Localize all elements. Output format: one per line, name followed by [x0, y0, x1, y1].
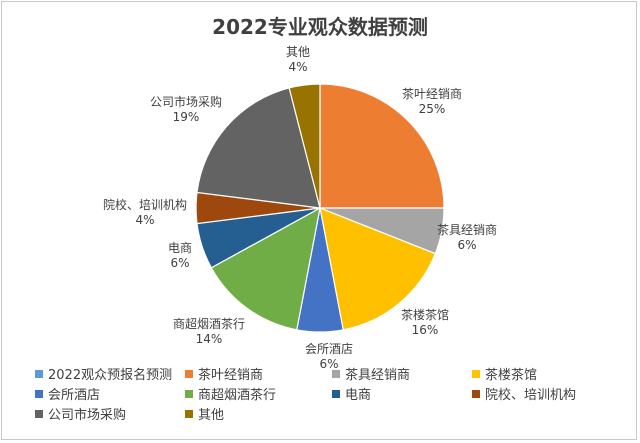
slice-category-label: 茶楼茶馆 — [401, 307, 449, 322]
slice-percent-label: 16% — [412, 323, 439, 337]
legend-swatch — [185, 410, 193, 418]
slice-percent-label: 19% — [173, 110, 200, 124]
slice-percent-label: 6% — [319, 357, 338, 371]
slice-category-label: 茶叶经销商 — [402, 86, 462, 101]
slice-percent-label: 6% — [457, 238, 476, 252]
legend-entry-label: 院校、培训机构 — [485, 387, 576, 403]
slice-percent-label: 25% — [419, 102, 446, 116]
legend-swatch — [35, 410, 43, 418]
legend-entry-label: 其他 — [198, 408, 224, 423]
legend-swatch — [472, 370, 480, 378]
legend-entry-label: 茶具经销商 — [345, 367, 410, 383]
legend-entry-label: 茶叶经销商 — [198, 367, 263, 383]
pie-slice — [196, 87, 321, 209]
pie-slice — [210, 206, 321, 331]
legend-swatch — [332, 370, 340, 378]
slice-category-label: 公司市场采购 — [150, 94, 222, 109]
pie-slice — [319, 207, 437, 331]
legend-swatch — [472, 390, 480, 398]
slice-percent-label: 4% — [288, 60, 307, 74]
legend-entry-label: 2022观众预报名预测 — [48, 367, 172, 383]
slice-category-label: 会所酒店 — [305, 342, 353, 356]
pie-slice — [288, 83, 321, 209]
slice-category-label: 电商 — [168, 240, 192, 255]
legend-swatch — [185, 390, 193, 398]
legend-swatch — [185, 370, 193, 378]
slice-category-label: 院校、培训机构 — [103, 197, 187, 212]
slice-percent-label: 4% — [135, 213, 154, 227]
legend-swatch — [35, 370, 43, 378]
legend-entry-label: 商超烟酒茶行 — [198, 387, 276, 403]
pie-slice — [319, 83, 445, 209]
slice-percent-label: 6% — [170, 256, 189, 270]
legend-entry-label: 会所酒店 — [48, 388, 100, 403]
chart-title: 2022专业观众数据预测 — [212, 15, 428, 39]
legend-entry-label: 公司市场采购 — [48, 407, 126, 423]
slice-percent-label: 14% — [196, 332, 223, 346]
legend-entry-label: 电商 — [345, 388, 371, 403]
slice-category-label: 商超烟酒茶行 — [173, 316, 245, 331]
slice-category-label: 茶具经销商 — [437, 222, 497, 237]
legend-swatch — [35, 390, 43, 398]
legend-swatch — [332, 390, 340, 398]
slice-category-label: 其他 — [286, 45, 310, 59]
legend-entry-label: 茶楼茶馆 — [485, 367, 537, 383]
